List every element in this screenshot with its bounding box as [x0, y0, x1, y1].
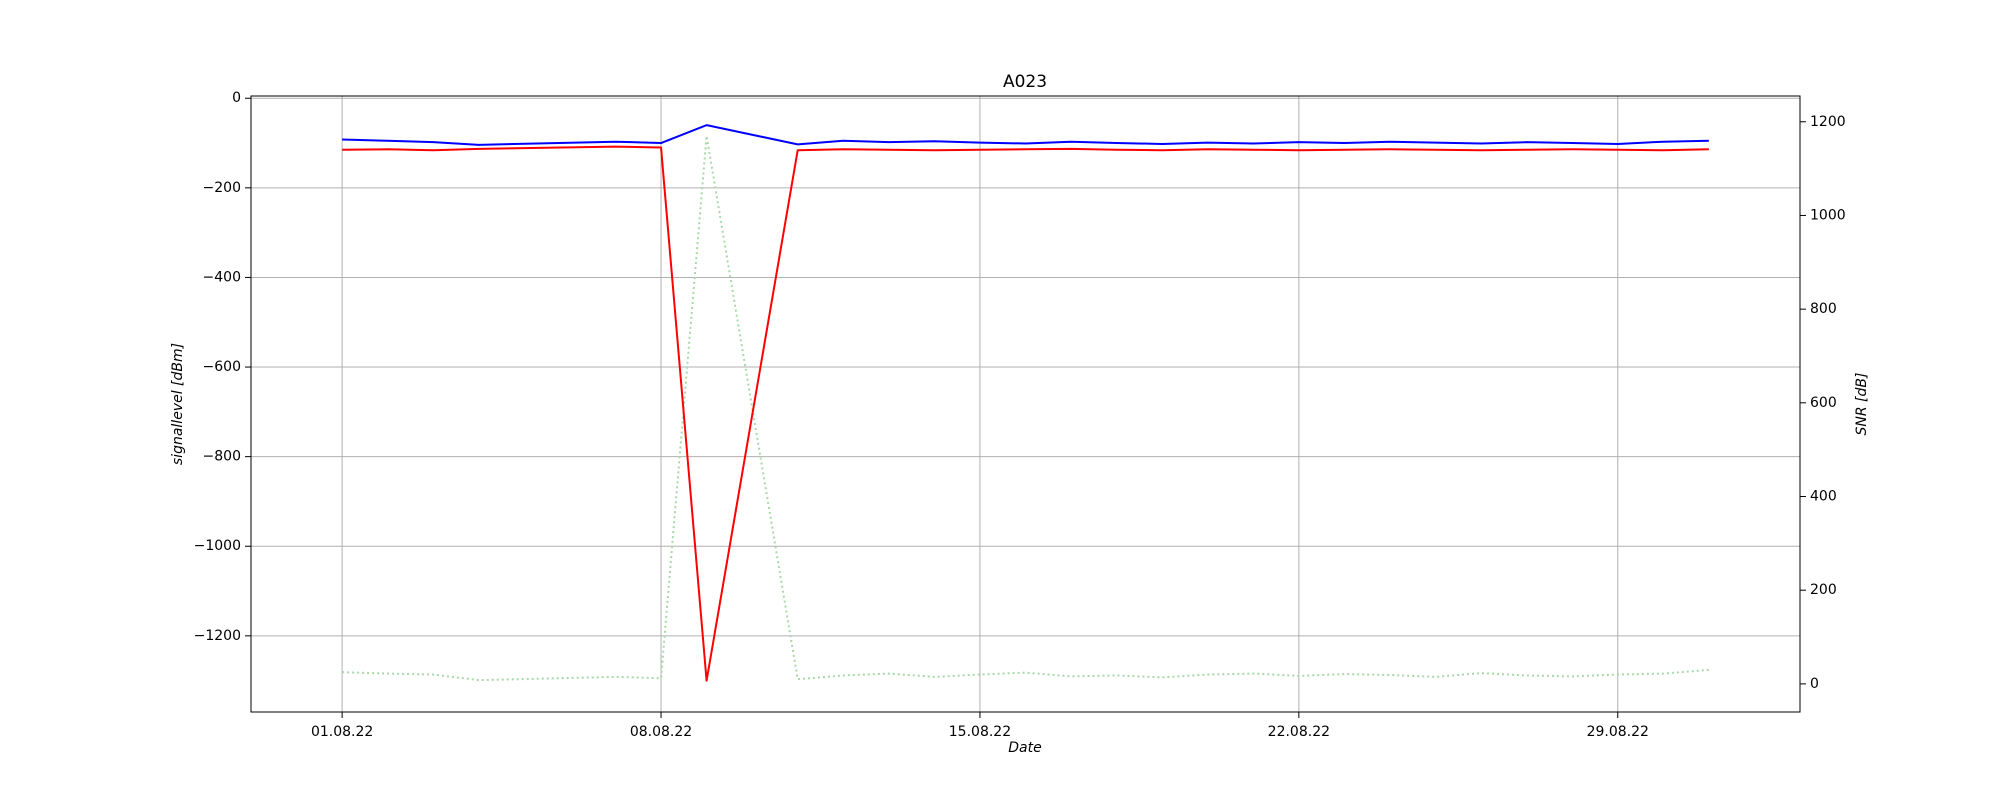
x-axis-label: Date — [1008, 740, 1041, 756]
y2-tick-label: 600 — [1810, 395, 1837, 411]
y-tick-label: −200 — [203, 180, 241, 196]
series-line — [342, 124, 1709, 146]
plot-frame — [250, 95, 1801, 713]
chart-title: A023 — [1003, 72, 1047, 92]
x-tick-label: 01.08.22 — [311, 724, 373, 740]
y-tick-label: −1000 — [194, 538, 241, 554]
y2-tick-label: 1200 — [1810, 114, 1846, 130]
x-tick-label: 22.08.22 — [1268, 724, 1330, 740]
x-tick-label: 15.08.22 — [949, 724, 1011, 740]
y-tick-label: −600 — [203, 359, 241, 375]
y-axis-label: signallevel [dBm] — [170, 343, 186, 465]
y-tick-label: 0 — [232, 90, 241, 106]
y2-tick-label: 800 — [1810, 301, 1837, 317]
y2-tick-label: 200 — [1810, 582, 1837, 598]
y-tick-label: −400 — [203, 269, 241, 285]
y2-tick-label: 1000 — [1810, 207, 1846, 223]
y2-tick-label: 400 — [1810, 489, 1837, 505]
y-tick-label: −800 — [203, 449, 241, 465]
series-line — [342, 134, 1709, 682]
y-tick-label: −1200 — [194, 628, 241, 644]
y2-axis-label: SNR [dB] — [1854, 373, 1870, 436]
y2-tick-label: 0 — [1810, 676, 1819, 692]
x-tick-label: 08.08.22 — [630, 724, 692, 740]
x-tick-label: 29.08.22 — [1587, 724, 1649, 740]
series-line — [342, 145, 1709, 682]
